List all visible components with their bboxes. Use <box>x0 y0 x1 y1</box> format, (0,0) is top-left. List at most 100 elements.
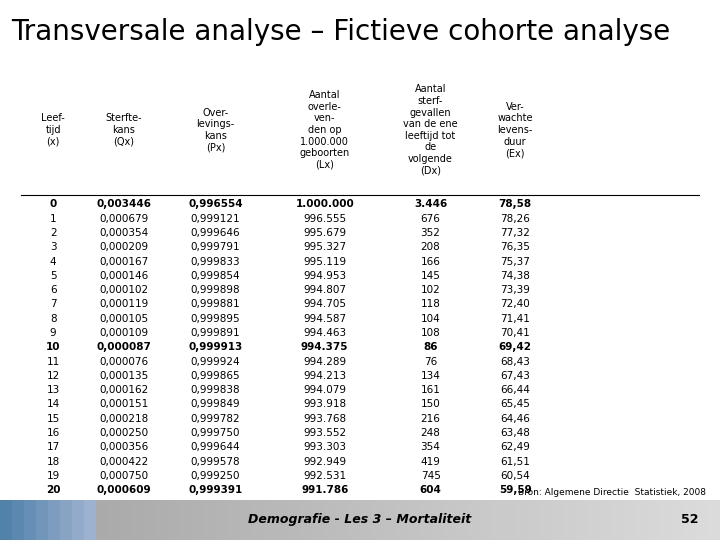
Text: Ver-
wachte
levens-
duur
(Ex): Ver- wachte levens- duur (Ex) <box>498 102 533 158</box>
Text: 994.463: 994.463 <box>303 328 346 338</box>
Bar <box>240 500 253 540</box>
Text: 134: 134 <box>420 371 441 381</box>
Text: 76: 76 <box>424 356 437 367</box>
Bar <box>72 500 85 540</box>
Bar <box>300 500 312 540</box>
Text: 104: 104 <box>420 314 441 324</box>
Text: 3.446: 3.446 <box>414 199 447 210</box>
Text: 676: 676 <box>420 214 441 224</box>
Text: 994.807: 994.807 <box>303 285 346 295</box>
Text: 0,000119: 0,000119 <box>99 300 148 309</box>
Text: 0,000146: 0,000146 <box>99 271 148 281</box>
Text: 0,999750: 0,999750 <box>191 428 240 438</box>
Bar <box>660 500 672 540</box>
Text: 995.679: 995.679 <box>303 228 346 238</box>
Text: 10: 10 <box>46 342 60 353</box>
Bar <box>264 500 276 540</box>
Text: 12: 12 <box>46 371 60 381</box>
Text: 71,41: 71,41 <box>500 314 530 324</box>
Text: 6: 6 <box>50 285 56 295</box>
Text: 78,58: 78,58 <box>499 199 532 210</box>
Text: 20: 20 <box>46 485 60 495</box>
Text: 76,35: 76,35 <box>500 242 530 252</box>
Text: 86: 86 <box>423 342 438 353</box>
Bar <box>384 500 397 540</box>
Bar <box>564 500 577 540</box>
Text: 0,999854: 0,999854 <box>191 271 240 281</box>
Text: 604: 604 <box>420 485 441 495</box>
Text: 166: 166 <box>420 256 441 267</box>
Text: 161: 161 <box>420 385 441 395</box>
Text: 14: 14 <box>46 400 60 409</box>
Text: 16: 16 <box>46 428 60 438</box>
Text: 68,43: 68,43 <box>500 356 530 367</box>
Text: Sterfte-
kans
(Qx): Sterfte- kans (Qx) <box>105 113 142 146</box>
Bar <box>540 500 553 540</box>
Bar <box>648 500 661 540</box>
Text: 60,54: 60,54 <box>500 471 530 481</box>
Bar <box>276 500 289 540</box>
Bar <box>108 500 121 540</box>
Bar <box>456 500 469 540</box>
Text: 4: 4 <box>50 256 56 267</box>
Bar <box>336 500 348 540</box>
Text: Demografie - Les 3 – Mortaliteit: Demografie - Les 3 – Mortaliteit <box>248 513 472 526</box>
Bar <box>372 500 384 540</box>
Text: 0,000209: 0,000209 <box>99 242 148 252</box>
Text: 64,46: 64,46 <box>500 414 530 424</box>
Text: 78,26: 78,26 <box>500 214 530 224</box>
Bar <box>60 500 73 540</box>
Text: 0,999833: 0,999833 <box>191 256 240 267</box>
Text: 19: 19 <box>46 471 60 481</box>
Text: 70,41: 70,41 <box>500 328 530 338</box>
Text: 0,999644: 0,999644 <box>191 442 240 453</box>
Bar <box>684 500 697 540</box>
Text: 995.119: 995.119 <box>303 256 346 267</box>
Text: 2: 2 <box>50 228 56 238</box>
Bar <box>696 500 708 540</box>
Text: 248: 248 <box>420 428 441 438</box>
Bar <box>288 500 301 540</box>
Text: Aantal
overle-
ven-
den op
1.000.000
geboorten
(Lx): Aantal overle- ven- den op 1.000.000 geb… <box>300 90 350 170</box>
Bar <box>312 500 325 540</box>
Text: 0,999913: 0,999913 <box>188 342 243 353</box>
Text: 17: 17 <box>46 442 60 453</box>
Text: 994.375: 994.375 <box>301 342 348 353</box>
Bar <box>228 500 240 540</box>
Bar <box>624 500 636 540</box>
Text: 102: 102 <box>420 285 441 295</box>
Text: 0,000109: 0,000109 <box>99 328 148 338</box>
Text: 995.327: 995.327 <box>303 242 346 252</box>
Text: 0,000087: 0,000087 <box>96 342 151 353</box>
Bar <box>204 500 217 540</box>
Bar <box>480 500 492 540</box>
Bar <box>12 500 24 540</box>
Text: 118: 118 <box>420 300 441 309</box>
Bar <box>24 500 37 540</box>
Text: 745: 745 <box>420 471 441 481</box>
Text: 7: 7 <box>50 300 56 309</box>
Bar <box>516 500 528 540</box>
Text: 992.531: 992.531 <box>303 471 346 481</box>
Text: 77,32: 77,32 <box>500 228 530 238</box>
Text: 993.303: 993.303 <box>303 442 346 453</box>
Text: Bron: Algemene Directie  Statistiek, 2008: Bron: Algemene Directie Statistiek, 2008 <box>518 488 706 497</box>
Text: 69,42: 69,42 <box>499 342 532 353</box>
Bar <box>192 500 204 540</box>
Text: Leef-
tijd
(x): Leef- tijd (x) <box>41 113 65 146</box>
Bar <box>504 500 517 540</box>
Bar <box>252 500 265 540</box>
Bar <box>144 500 157 540</box>
Text: 0,999391: 0,999391 <box>188 485 243 495</box>
Text: 0,000135: 0,000135 <box>99 371 148 381</box>
Text: 994.953: 994.953 <box>303 271 346 281</box>
Text: 0,999578: 0,999578 <box>191 457 240 467</box>
Text: 65,45: 65,45 <box>500 400 530 409</box>
Text: 0,000102: 0,000102 <box>99 285 148 295</box>
Text: 59,59: 59,59 <box>499 485 531 495</box>
Text: 0,999646: 0,999646 <box>191 228 240 238</box>
Text: 994.705: 994.705 <box>303 300 346 309</box>
Text: 0,999895: 0,999895 <box>191 314 240 324</box>
Text: 0,000076: 0,000076 <box>99 356 148 367</box>
Text: 0,999121: 0,999121 <box>191 214 240 224</box>
